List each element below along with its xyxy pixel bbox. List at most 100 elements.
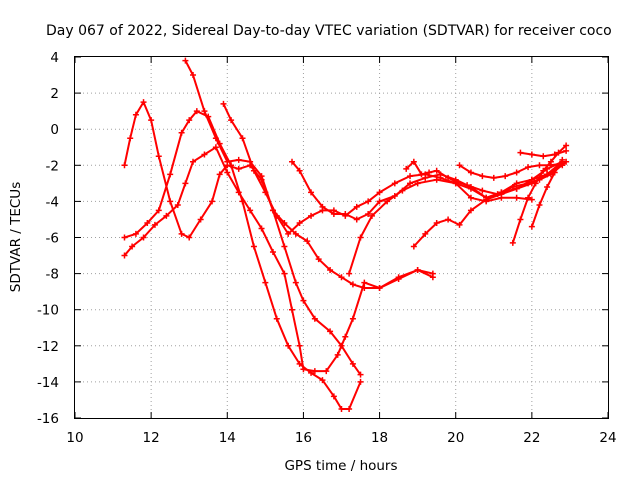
data-point-s4 (376, 285, 383, 292)
data-point-s3 (178, 129, 185, 136)
data-point-s6 (342, 211, 349, 218)
x-tick-label: 10 (66, 430, 83, 446)
data-point-s8 (464, 182, 471, 189)
data-point-s6 (422, 174, 429, 181)
data-point-s3 (250, 243, 257, 250)
data-point-s1 (281, 243, 288, 250)
data-point-s10 (456, 162, 463, 169)
data-point-s3 (262, 279, 269, 286)
series-line-s1 (123, 101, 362, 376)
data-point-s4 (414, 266, 421, 273)
data-point-s10 (490, 174, 497, 181)
data-point-s2 (247, 207, 254, 214)
data-point-s6 (319, 203, 326, 210)
data-point-s3 (346, 405, 353, 412)
data-point-s1 (300, 297, 307, 304)
data-point-s3 (357, 378, 364, 385)
data-point-s12 (559, 156, 566, 163)
data-point-s5 (262, 189, 269, 196)
data-point-s2 (281, 270, 288, 277)
data-point-s4 (292, 230, 299, 237)
data-point-s2 (334, 351, 341, 358)
data-point-s5 (391, 180, 398, 187)
y-tick-label: -4 (46, 194, 59, 210)
data-point-s3 (121, 234, 128, 241)
x-tick-label: 14 (219, 430, 236, 446)
series-line-s5 (222, 103, 533, 235)
data-point-s2 (121, 252, 128, 259)
series-group (121, 57, 570, 412)
data-point-s3 (296, 360, 303, 367)
data-point-s6 (308, 189, 315, 196)
data-point-s5 (513, 194, 520, 201)
data-point-s1 (235, 165, 242, 172)
series-line-s11 (511, 144, 567, 244)
data-point-s9 (456, 221, 463, 228)
data-point-s8 (509, 183, 516, 190)
data-point-s3 (228, 162, 235, 169)
data-point-s8 (403, 165, 410, 172)
grid (75, 57, 608, 418)
y-tick-label: 4 (50, 50, 59, 66)
data-point-s3 (239, 198, 246, 205)
data-point-s9 (433, 220, 440, 227)
data-point-s1 (216, 171, 223, 178)
data-point-s2 (311, 368, 318, 375)
data-point-s10 (502, 173, 509, 180)
data-point-s6 (289, 158, 296, 165)
data-point-s7 (414, 180, 421, 187)
data-point-s8 (452, 178, 459, 185)
data-point-s4 (429, 270, 436, 277)
x-tick-label: 12 (143, 430, 160, 446)
y-axis-label: SDTVAR / TECUs (8, 182, 24, 292)
x-tick-label: 16 (295, 430, 312, 446)
y-tick-label: 0 (50, 122, 59, 138)
data-point-s11 (509, 239, 516, 246)
data-point-s9 (513, 185, 520, 192)
data-point-s5 (365, 198, 372, 205)
data-point-s1 (127, 135, 134, 142)
data-point-s5 (250, 167, 257, 174)
data-point-s2 (201, 151, 208, 158)
data-point-s4 (258, 173, 265, 180)
data-point-s3 (319, 377, 326, 384)
data-point-s3 (186, 117, 193, 124)
data-point-s13 (528, 151, 535, 158)
data-point-s6 (407, 180, 414, 187)
data-point-s11 (517, 216, 524, 223)
data-point-s8 (426, 169, 433, 176)
data-point-s1 (357, 371, 364, 378)
data-point-s5 (220, 100, 227, 107)
x-tick-label: 18 (371, 430, 388, 446)
data-point-s5 (239, 135, 246, 142)
data-point-s10 (525, 164, 532, 171)
data-point-s7 (433, 176, 440, 183)
data-point-s4 (395, 276, 402, 283)
data-point-s2 (258, 225, 265, 232)
data-point-s8 (479, 187, 486, 194)
data-point-s2 (296, 342, 303, 349)
data-point-s2 (361, 279, 368, 286)
data-point-s9 (467, 207, 474, 214)
data-point-s2 (289, 306, 296, 313)
data-point-s11 (525, 194, 532, 201)
data-point-s2 (349, 315, 356, 322)
data-point-s3 (193, 108, 200, 115)
data-point-s5 (528, 196, 535, 203)
data-point-s3 (308, 369, 315, 376)
data-point-s1 (349, 360, 356, 367)
data-point-s2 (174, 202, 181, 209)
data-point-s4 (182, 57, 189, 64)
data-point-s2 (269, 248, 276, 255)
data-point-s13 (563, 147, 570, 154)
series-line-s9 (413, 160, 563, 248)
data-point-s2 (190, 158, 197, 165)
data-point-s11 (563, 142, 570, 149)
data-point-s1 (155, 153, 162, 160)
data-point-s4 (235, 156, 242, 163)
y-tick-label: -14 (37, 375, 59, 391)
data-point-s3 (155, 207, 162, 214)
data-point-s3 (338, 405, 345, 412)
data-point-s10 (467, 169, 474, 176)
